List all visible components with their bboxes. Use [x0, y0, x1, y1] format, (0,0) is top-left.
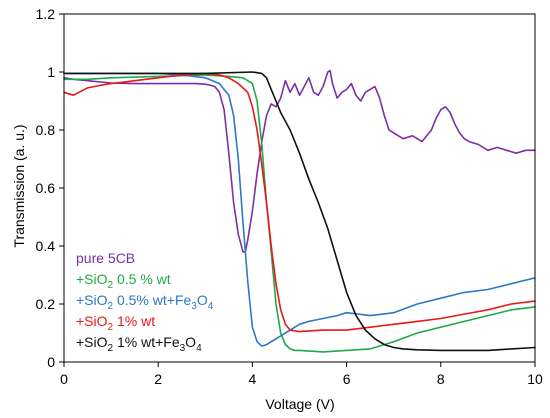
y-axis-title: Transmission (a. u.): [11, 124, 27, 247]
x-tick-label: 0: [60, 371, 68, 387]
plot-lines: [63, 69, 536, 353]
x-axis-title: Voltage (V): [265, 396, 334, 412]
legend-text-part: +SiO: [76, 292, 108, 308]
legend-entry-1: pure 5CB: [76, 250, 135, 266]
axes: 0 2 4 6 8 10 0 0.2 0.4 0.6 0.8 1 1.2: [36, 6, 543, 387]
series-line-4: [63, 72, 536, 333]
x-tick-label: 6: [343, 371, 351, 387]
legend-text-part: 4: [196, 343, 202, 354]
legend-text-part: 0.5 % wt: [113, 271, 171, 287]
series-line-3: [63, 72, 536, 347]
y-tick-label: 0.4: [36, 238, 56, 254]
legend-entry-2: +SiO2 0.5 % wt: [76, 271, 171, 291]
y-tick-label: 1.2: [36, 6, 56, 22]
legend-text-part: +SiO: [76, 271, 108, 287]
y-tick-label: 0.2: [36, 296, 56, 312]
legend-text-part: 2: [108, 322, 114, 333]
x-tick-label: 2: [154, 371, 162, 387]
y-tick-label: 0: [47, 354, 55, 370]
legend-entry-5: +SiO2 1% wt+Fe3O4: [76, 334, 202, 354]
legend-text-part: 1% wt+Fe: [113, 334, 180, 350]
x-tick-label: 8: [437, 371, 445, 387]
legend-text-part: O: [197, 292, 208, 308]
series-line-1: [63, 69, 536, 253]
legend-text-part: 0.5% wt+Fe: [113, 292, 191, 308]
legend-text-part: 2: [108, 343, 114, 354]
legend-text-part: 2: [108, 301, 114, 312]
legend-text-part: 3: [180, 343, 186, 354]
series-line-5: [63, 71, 536, 352]
x-tick-label: 10: [527, 371, 543, 387]
legend-text-part: O: [185, 334, 196, 350]
legend-text-part: +SiO: [76, 334, 108, 350]
legend-text-part: +SiO: [76, 313, 108, 329]
x-tick-label: 4: [249, 371, 257, 387]
legend-entry-3: +SiO2 0.5% wt+Fe3O4: [76, 292, 214, 312]
legend-entry-4: +SiO2 1% wt: [76, 313, 155, 333]
series-line-2: [63, 74, 536, 353]
legend-text-part: 2: [108, 280, 114, 291]
legend-text-part: 1% wt: [113, 313, 155, 329]
y-tick-label: 0.8: [36, 122, 56, 138]
legend-text-part: 3: [191, 301, 197, 312]
legend-text-part: pure 5CB: [76, 250, 135, 266]
y-tick-label: 0.6: [36, 180, 56, 196]
y-tick-label: 1: [47, 64, 55, 80]
legend: pure 5CB+SiO2 0.5 % wt+SiO2 0.5% wt+Fe3O…: [76, 250, 214, 354]
legend-text-part: 4: [208, 301, 214, 312]
